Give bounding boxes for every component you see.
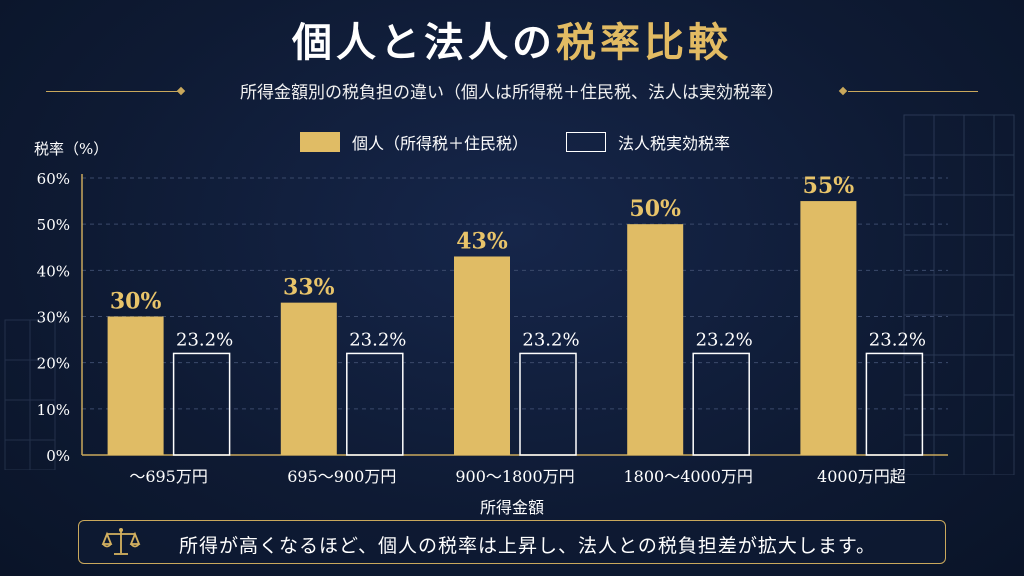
title-part-2: 税率比較 xyxy=(556,19,732,66)
bar-corporate xyxy=(865,352,924,456)
legend-label-individual: 個人（所得税＋住民税） xyxy=(352,134,529,153)
page-title: 個人と法人の税率比較 xyxy=(0,10,1024,68)
bar-individual xyxy=(627,224,684,455)
y-tick-label: 0% xyxy=(46,447,70,465)
data-label-individual: 50% xyxy=(629,196,681,222)
bar-individual xyxy=(454,256,510,455)
subtitle-rule-left xyxy=(46,91,180,92)
bar-individual xyxy=(800,201,857,455)
data-label-corporate: 23.2% xyxy=(696,329,753,350)
scales-icon xyxy=(101,528,141,555)
data-label-individual: 55% xyxy=(803,173,855,199)
legend-swatch-corporate xyxy=(566,132,607,152)
x-tick-label: 695〜900万円 xyxy=(287,467,396,486)
y-tick-label: 10% xyxy=(37,401,70,419)
data-label-corporate: 23.2% xyxy=(349,329,406,350)
bar-corporate xyxy=(346,352,404,456)
subtitle: 所得金額別の税負担の違い（個人は所得税＋住民税、法人は実効税率） xyxy=(240,83,784,103)
data-label-individual: 30% xyxy=(110,289,162,315)
x-tick-label: 1800〜4000万円 xyxy=(623,467,752,486)
x-axis-label: 所得金額 xyxy=(479,498,544,517)
data-label-corporate: 23.2% xyxy=(176,329,233,350)
legend-item-corporate: 法人税実効税率 xyxy=(566,130,730,154)
note-box: 所得が高くなるほど、個人の税率は上昇し、法人との税負担差が拡大します。 xyxy=(78,520,946,564)
y-tick-label: 40% xyxy=(37,262,70,280)
data-label-individual: 43% xyxy=(456,228,508,254)
data-label-corporate: 23.2% xyxy=(869,329,926,350)
x-tick-label: 〜695万円 xyxy=(129,467,208,486)
legend-swatch-individual xyxy=(300,132,340,152)
bar-corporate xyxy=(519,352,577,456)
subtitle-rule-right xyxy=(848,91,978,92)
data-label-individual: 33% xyxy=(283,275,335,301)
legend-item-individual: 個人（所得税＋住民税） xyxy=(300,130,528,154)
bar-individual xyxy=(280,302,337,455)
legend: 個人（所得税＋住民税） 法人税実効税率 xyxy=(300,130,768,154)
note-text: 所得が高くなるほど、個人の税率は上昇し、法人との税負担差が拡大します。 xyxy=(179,535,876,557)
y-tick-label: 50% xyxy=(37,216,70,234)
bar-corporate xyxy=(692,352,750,456)
y-tick-label: 20% xyxy=(37,355,70,373)
y-tick-label: 30% xyxy=(37,309,70,327)
legend-label-corporate: 法人税実効税率 xyxy=(618,134,731,153)
y-axis-label: 税率（%） xyxy=(34,140,109,158)
y-tick-label: 60% xyxy=(37,170,70,188)
title-part-1: 個人と法人の xyxy=(292,19,556,66)
x-tick-label: 4000万円超 xyxy=(817,467,906,486)
bar-corporate xyxy=(172,352,231,456)
data-label-corporate: 23.2% xyxy=(522,329,579,350)
x-tick-label: 900〜1800万円 xyxy=(455,467,574,486)
bar-individual xyxy=(107,316,164,455)
building-illustration-left xyxy=(4,319,56,470)
